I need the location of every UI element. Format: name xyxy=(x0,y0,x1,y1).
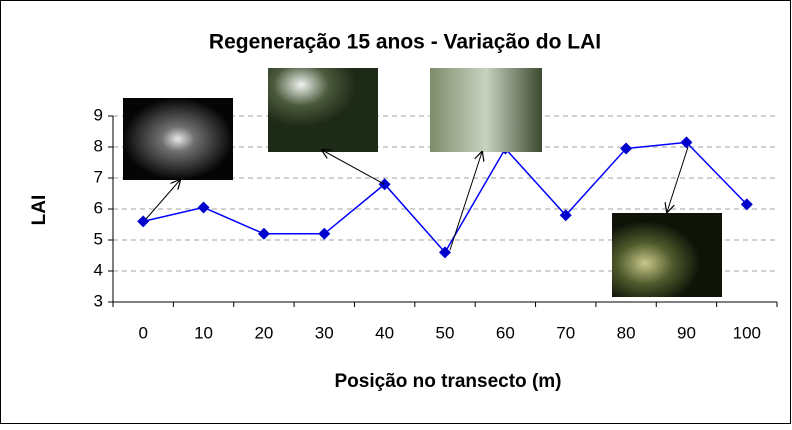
x-tick-label: 0 xyxy=(138,323,147,342)
y-tick-label: 7 xyxy=(94,167,103,186)
chart-title: Regeneração 15 anos - Variação do LAI xyxy=(209,31,601,54)
marker xyxy=(257,227,270,240)
photo xyxy=(268,68,378,152)
arrow xyxy=(322,150,385,185)
y-tick-label: 5 xyxy=(94,229,103,248)
marker xyxy=(439,246,451,259)
arrow xyxy=(449,152,482,251)
photo xyxy=(430,68,542,152)
marker xyxy=(318,227,331,240)
x-tick-label: 10 xyxy=(194,323,213,342)
x-tick-label: 30 xyxy=(315,323,334,342)
x-tick-label: 90 xyxy=(677,323,696,342)
x-tick-label: 100 xyxy=(733,323,761,342)
x-tick-label: 70 xyxy=(556,323,575,342)
y-tick-label: 8 xyxy=(94,136,103,155)
arrow xyxy=(145,180,180,220)
photos xyxy=(123,68,722,297)
arrow xyxy=(667,146,689,212)
marker xyxy=(620,142,633,155)
x-tick-label: 40 xyxy=(375,323,394,342)
y-axis-label: LAI xyxy=(29,195,50,226)
marker xyxy=(378,178,391,191)
x-tick-label: 80 xyxy=(617,323,636,342)
y-tick-label: 3 xyxy=(94,291,103,310)
y-tick-label: 4 xyxy=(94,260,103,279)
x-tick-label: 20 xyxy=(254,323,273,342)
x-tick-label: 60 xyxy=(496,323,515,342)
marker xyxy=(740,198,753,211)
y-tick-label: 9 xyxy=(94,105,103,124)
y-tick-label: 6 xyxy=(94,198,103,217)
marker xyxy=(197,201,210,214)
marker xyxy=(680,136,693,149)
photo xyxy=(612,213,722,297)
marker xyxy=(559,209,572,222)
photo xyxy=(123,98,233,180)
x-axis-label: Posição no transecto (m) xyxy=(335,371,562,392)
x-tick-label: 50 xyxy=(436,323,455,342)
